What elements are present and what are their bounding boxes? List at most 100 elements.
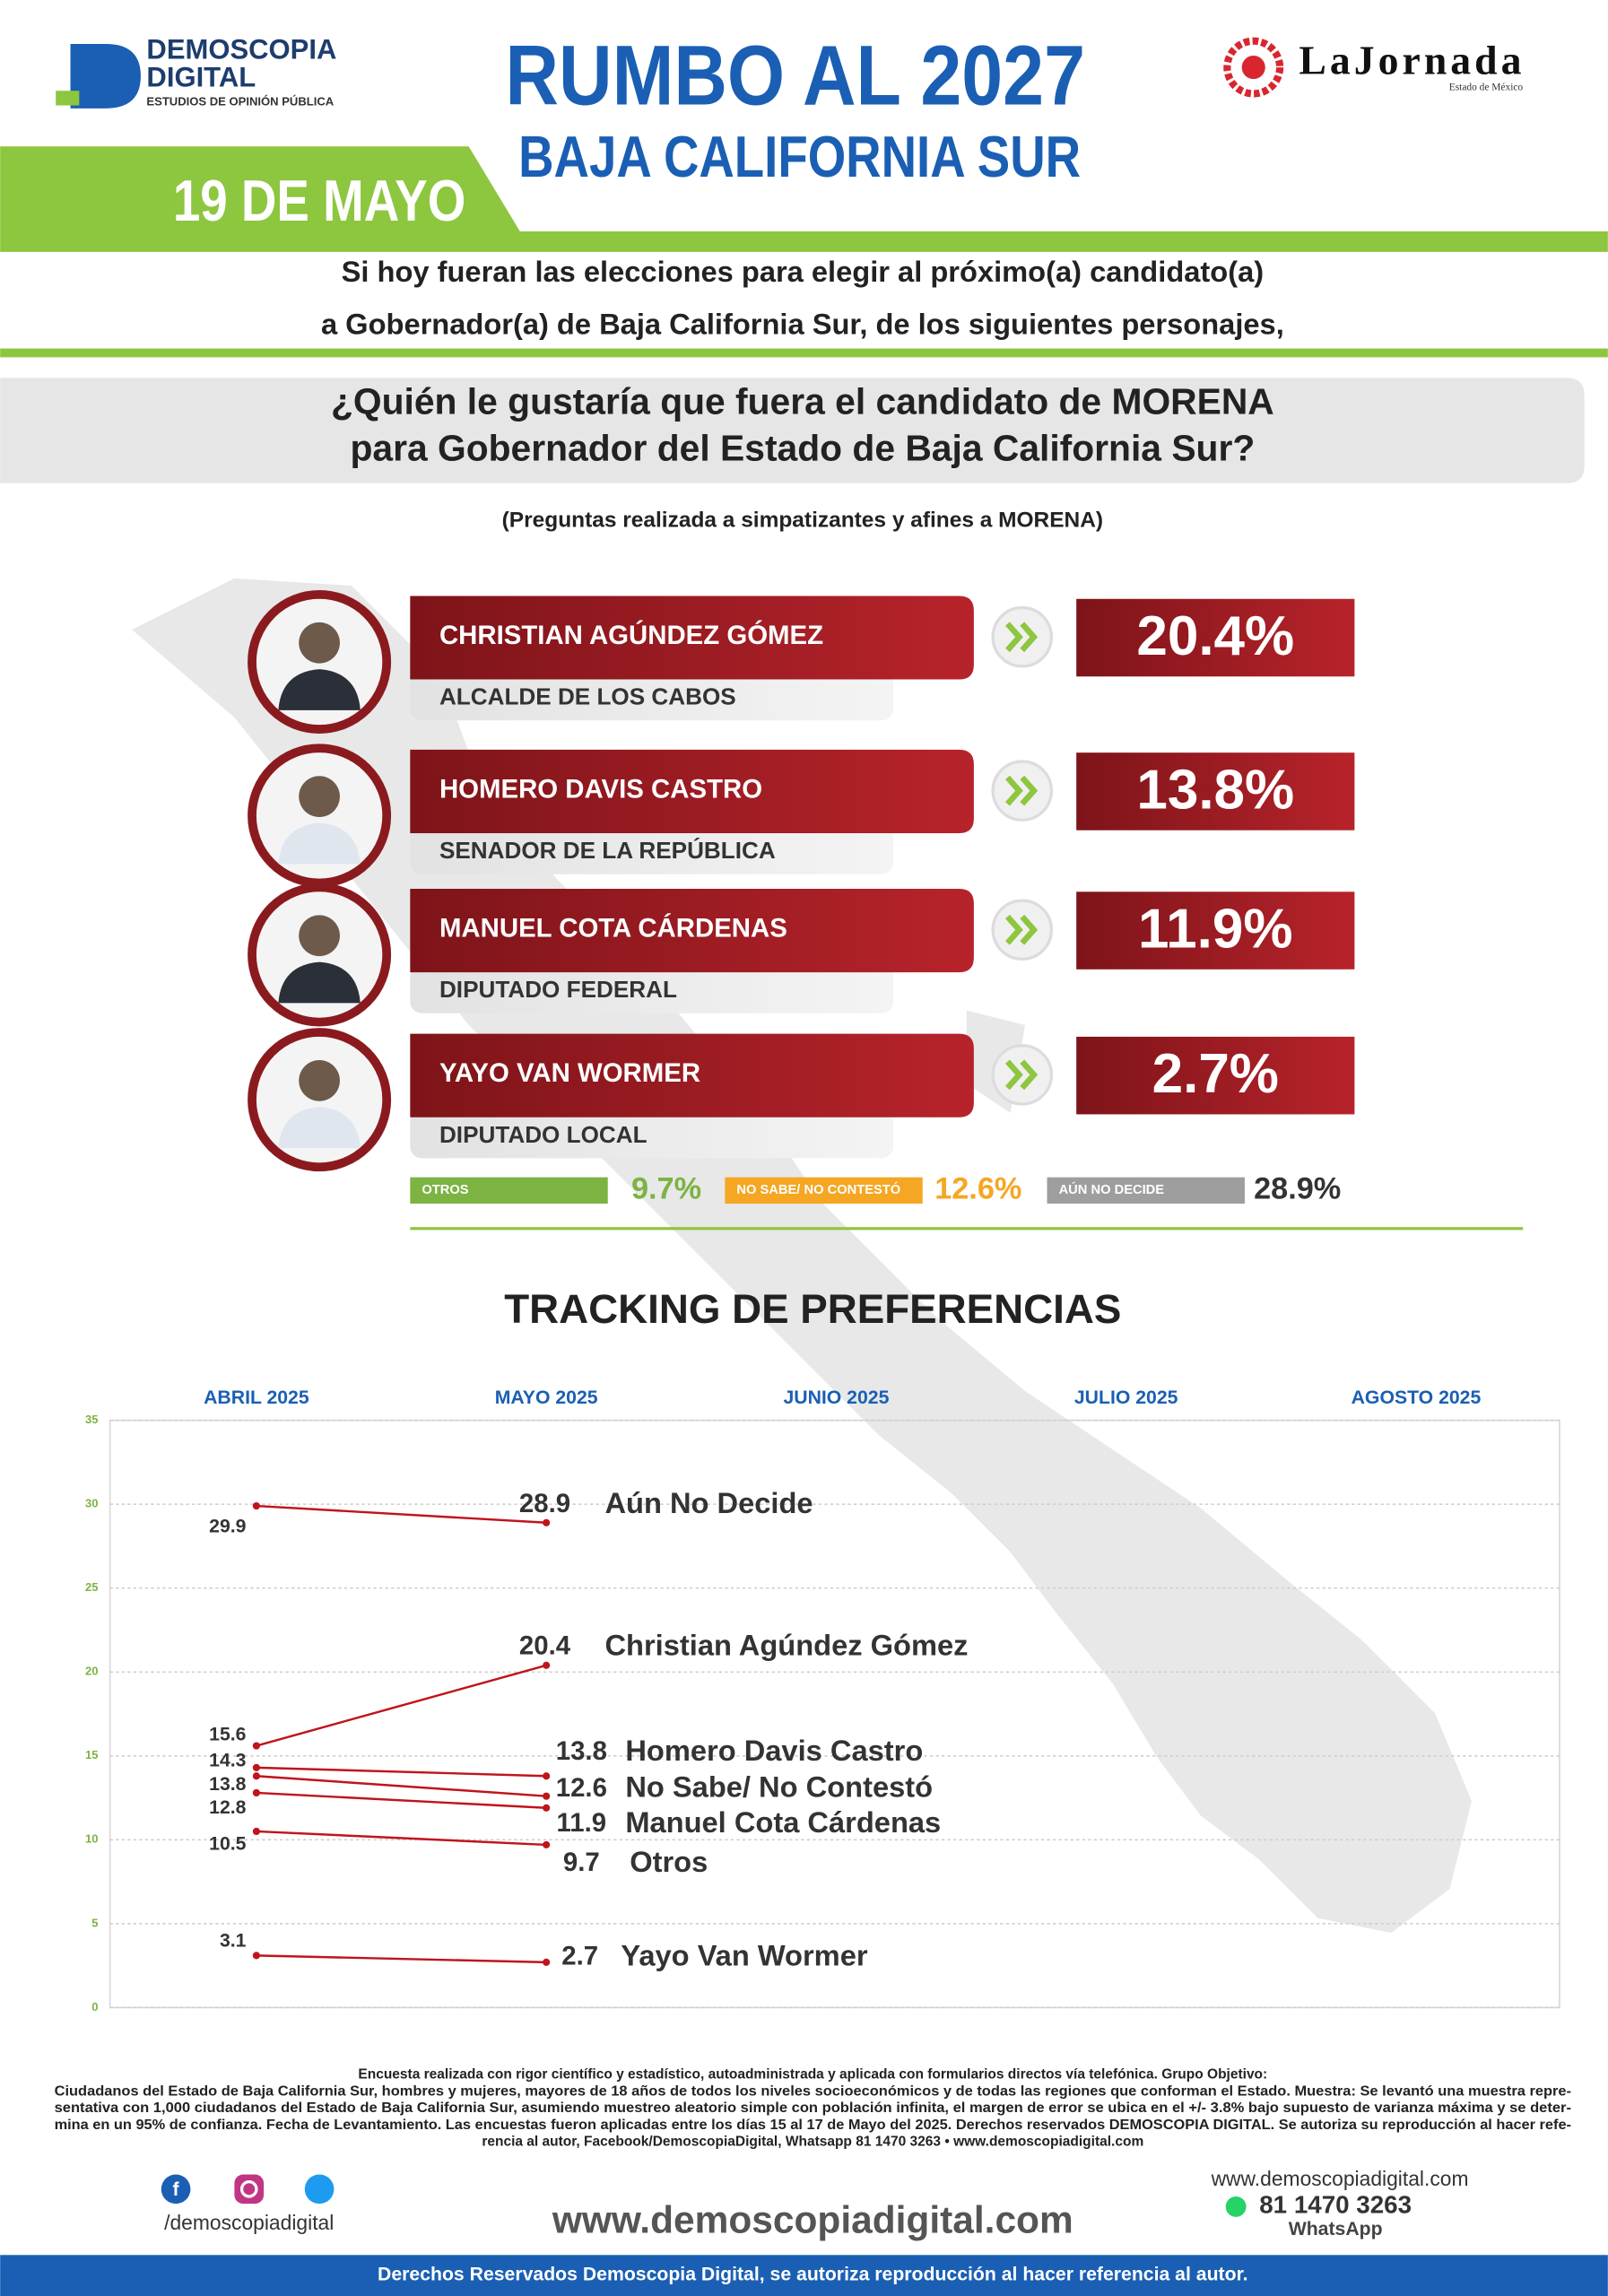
value-label: 15.6 [209, 1724, 246, 1744]
series-point [543, 1518, 551, 1526]
website: www.demoscopiadigital.com [552, 2199, 1073, 2241]
value-label: 2.7 [561, 1942, 598, 1971]
series-point [252, 1772, 260, 1780]
logo-name: DEMOSCOPIA [146, 33, 336, 65]
candidate-role: DIPUTADO LOCAL [439, 1121, 648, 1148]
x-tick-label: AGOSTO 2025 [1352, 1387, 1482, 1408]
phone: 81 1470 3263 [1259, 2191, 1412, 2219]
title: RUMBO AL 2027 [505, 28, 1085, 123]
series-point [252, 1501, 260, 1510]
logo-mark-accent [56, 91, 80, 106]
share-box [1076, 891, 1355, 970]
photo-body [278, 669, 361, 710]
disclaimer-line: Ciudadanos del Estado de Baja California… [55, 2083, 1571, 2099]
other-share: 9.7% [631, 1171, 701, 1205]
y-tick-label: 20 [85, 1665, 99, 1678]
other-label: AÚN NO DECIDE [1059, 1181, 1165, 1197]
other-bar [1047, 1177, 1245, 1205]
rights-bar [0, 2255, 1608, 2296]
arrow-chevrons [1004, 1059, 1039, 1091]
role-bar [410, 672, 894, 721]
value-label: 29.9 [209, 1516, 246, 1536]
footer: f /demoscopiadigital www.demoscopiadigit… [0, 2067, 1608, 2296]
logo: DEMOSCOPIA DIGITAL ESTUDIOS DE OPINIÓN P… [56, 33, 336, 109]
y-tick-label: 15 [85, 1748, 99, 1761]
series-point [543, 1958, 551, 1966]
arrow-chevrons [1004, 622, 1039, 653]
other-bar [725, 1177, 923, 1205]
candidate-role: SENADOR DE LA REPÚBLICA [439, 837, 776, 864]
other-bar [410, 1177, 608, 1205]
photo-body [278, 822, 361, 865]
share-box [1076, 598, 1355, 677]
series-point [252, 1788, 260, 1797]
photo-head [299, 1060, 340, 1101]
name-bar [410, 1033, 974, 1118]
y-tick-label: 10 [85, 1832, 99, 1846]
date: 19 DE MAYO [173, 168, 466, 233]
series-point [252, 1952, 260, 1960]
logo-mark [70, 43, 141, 109]
plot-area [109, 1419, 1560, 2009]
series-line [256, 1766, 547, 1778]
y-tick-label: 0 [91, 2000, 98, 2013]
instagram-icon[interactable] [234, 2174, 265, 2205]
partner-region: Estado de México [1449, 83, 1524, 93]
phone-label: WhatsApp [1289, 2219, 1383, 2239]
green-band [0, 146, 1608, 252]
x-tick-label: JUNIO 2025 [783, 1387, 889, 1408]
value-label: 3.1 [220, 1931, 247, 1952]
other-answers: OTROS 9.7% NO SABE/ NO CONTESTÓ 12.6% AÚN NO… [410, 1171, 1341, 1205]
subtitle: BAJA CALIFORNIA SUR [518, 124, 1081, 189]
series-name: Yayo Van Wormer [621, 1938, 867, 1971]
social-handle: /demoscopiadigital [164, 2211, 334, 2234]
candidate-role: ALCALDE DE LOS CABOS [439, 683, 736, 710]
y-tick-label: 30 [85, 1497, 99, 1510]
whatsapp-icon[interactable] [1225, 2196, 1247, 2217]
series-point [543, 1840, 551, 1849]
series-point [543, 1804, 551, 1812]
series-point [252, 1742, 260, 1750]
y-tick-label: 35 [85, 1413, 99, 1426]
other-label: OTROS [422, 1183, 468, 1197]
other-share: 12.6% [934, 1171, 1021, 1205]
twitter-icon[interactable] [304, 2174, 335, 2205]
contact-site: www.demoscopiadigital.com [1211, 2167, 1469, 2190]
name-bar [410, 889, 974, 973]
facebook-icon[interactable] [161, 2174, 191, 2205]
x-tick-label: JULIO 2025 [1074, 1387, 1178, 1408]
question-note: (Preguntas realizada a simpatizantes y a… [502, 509, 1103, 533]
candidate-share: 2.7% [1152, 1043, 1279, 1105]
facebook-glyph: f [173, 2179, 180, 2200]
partner-mark [1241, 56, 1265, 80]
series-name: Otros [630, 1845, 708, 1878]
candidate-role: DIPUTADO FEDERAL [439, 976, 677, 1003]
other-share: 28.9% [1254, 1171, 1341, 1205]
share-box [1076, 1036, 1355, 1115]
series-name: Homero Davis Castro [625, 1734, 923, 1767]
value-label: 28.9 [519, 1489, 570, 1518]
name-bar [410, 596, 974, 680]
question-banner [0, 378, 1585, 483]
photo-body [278, 961, 361, 1004]
candidate-name: HOMERO DAVIS CASTRO [439, 774, 762, 804]
photo-head [299, 915, 340, 957]
candidate-name: YAYO VAN WORMER [439, 1058, 700, 1088]
arrow-chevrons [1004, 775, 1039, 806]
value-label: 13.8 [556, 1736, 607, 1766]
partner-name: LaJornada [1299, 37, 1521, 83]
photo-head [299, 776, 340, 818]
y-tick-label: 5 [91, 1916, 98, 1929]
series-point [543, 1661, 551, 1669]
value-label: 14.3 [209, 1751, 246, 1771]
series-name: No Sabe/ No Contestó [625, 1770, 933, 1804]
partner-logo: LaJornada Estado de México [1223, 37, 1524, 98]
name-bar [410, 749, 974, 833]
photo-head [299, 622, 340, 664]
arrow-chevrons [1004, 914, 1039, 945]
role-bar [410, 1109, 894, 1159]
divider [0, 348, 1608, 358]
question-line: para Gobernador del Estado de Baja Calif… [350, 428, 1255, 469]
series-name: Christian Agúndez Gómez [604, 1628, 968, 1661]
